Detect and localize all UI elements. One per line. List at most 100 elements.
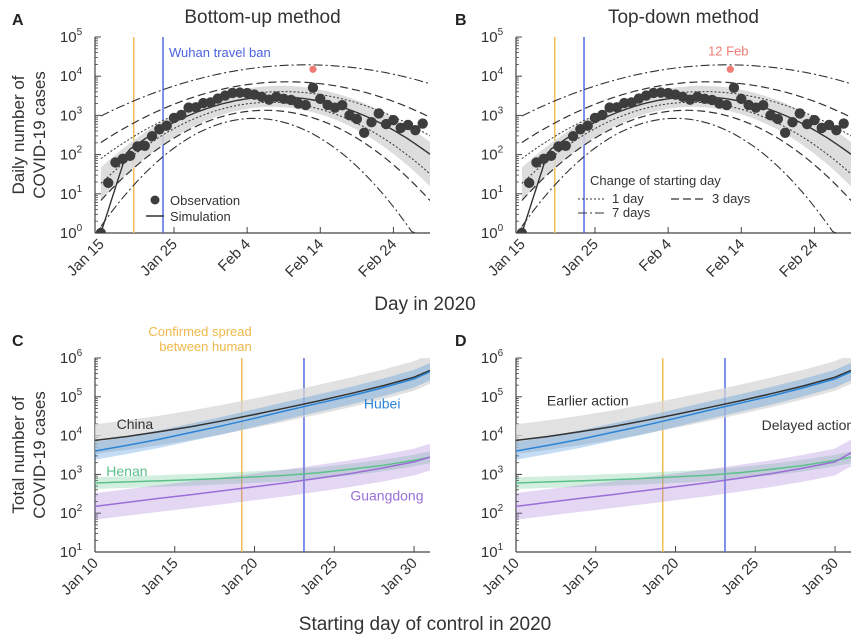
observation-point <box>315 93 326 105</box>
observation-point <box>351 113 363 125</box>
panel-letter: A <box>12 12 24 29</box>
observation-point <box>779 127 791 138</box>
y-tick-label: 105 <box>60 27 83 46</box>
x-tick-label: Jan 15 <box>559 555 603 599</box>
observation-point <box>736 93 747 105</box>
observation-point <box>721 99 732 111</box>
series-line-henan <box>516 456 851 484</box>
x-tick-label: Jan 20 <box>217 555 261 599</box>
series-label-henan: Henan <box>106 463 147 479</box>
band-guangdong <box>95 443 430 520</box>
observation-point <box>648 87 659 99</box>
y-tick-label: 105 <box>60 387 83 406</box>
observation-point <box>604 102 615 113</box>
change-7-days-line <box>521 64 851 117</box>
y-tick-label: 101 <box>60 184 83 203</box>
y-tick-label: 103 <box>60 105 83 124</box>
change-3-days-line <box>521 81 851 143</box>
x-tick-label: Feb 14 <box>282 236 327 281</box>
observation-point <box>758 100 769 111</box>
observation-point <box>161 120 172 131</box>
change-1-day-line <box>100 91 430 159</box>
change-7-days-line <box>100 117 430 233</box>
y-tick-label: 101 <box>481 542 504 561</box>
y-tick-label: 102 <box>60 145 83 164</box>
observation-point <box>809 114 820 126</box>
band-china <box>95 358 430 454</box>
observation-point <box>567 131 579 142</box>
observation-point <box>139 140 150 151</box>
x-tick-label: Feb 4 <box>636 236 675 275</box>
series-line-guangdong <box>95 456 430 508</box>
panel-a: A Bottom-up method Daily number of COVID-19… <box>9 7 430 281</box>
observation-point <box>95 227 107 233</box>
change-3-days-line <box>100 81 430 143</box>
y-tick-label: 102 <box>60 503 83 522</box>
y-tick-label: 103 <box>60 464 83 483</box>
vline-label: Confirmed spread <box>148 324 251 339</box>
observation-point <box>227 87 238 99</box>
y-axis-label: Total number of <box>9 396 28 513</box>
observation-point <box>102 177 114 189</box>
observation-point <box>358 127 370 138</box>
series-label-china: China <box>117 416 154 432</box>
change-3-days-line <box>100 109 430 201</box>
legend-marker-observation <box>150 195 160 205</box>
x-tick-label: Jan 25 <box>558 236 602 280</box>
observation-point <box>388 114 399 126</box>
y-tick-label: 103 <box>481 464 504 483</box>
x-tick-label: Jan 15 <box>138 555 182 599</box>
x-tick-label: Jan 10 <box>479 555 523 599</box>
x-tick-label: Feb 24 <box>776 236 821 281</box>
change-7-days-line <box>100 64 430 117</box>
x-tick-label: Jan 15 <box>64 236 108 280</box>
observation-point <box>582 120 593 131</box>
legend-label: Simulation <box>170 209 231 224</box>
legend-label: 3 days <box>712 191 751 206</box>
panel-title: Top-down method <box>608 7 759 28</box>
y-tick-label: 105 <box>481 27 504 46</box>
vline-label: Wuhan travel ban <box>169 45 271 60</box>
x-tick-label: Feb 14 <box>703 236 748 281</box>
highlight-point <box>309 65 317 73</box>
x-tick-label: Jan 15 <box>485 236 529 280</box>
vline-label: between human <box>159 339 252 354</box>
series-line-hubei <box>95 371 430 452</box>
annotation-delayed-action: Delayed action <box>762 417 851 433</box>
y-axis-label: Daily number of <box>9 75 28 194</box>
change-3-days-line <box>521 109 851 201</box>
observation-point <box>772 113 784 125</box>
panel-c: C Total number of COVID-19 cases 101 102 103 1… <box>9 324 430 599</box>
observation-point <box>410 124 421 136</box>
band-guangdong <box>516 439 851 520</box>
legend-title: Change of starting day <box>590 173 721 188</box>
observation-point <box>560 140 571 151</box>
panel-letter: C <box>12 333 24 350</box>
plot-area <box>95 37 430 233</box>
y-tick-label: 104 <box>60 426 83 445</box>
panel-letter: B <box>455 12 467 29</box>
y-tick-label: 101 <box>60 542 83 561</box>
legend-label: 7 days <box>612 205 651 220</box>
annotation-earlier-action: Earlier action <box>547 392 629 408</box>
plot-area <box>516 358 851 552</box>
series-line-hubei <box>516 371 851 452</box>
x-tick-label: Jan 30 <box>798 555 842 599</box>
observation-point <box>176 109 187 121</box>
y-axis-label: COVID-19 cases <box>30 71 49 199</box>
highlight-label: 12 Feb <box>708 43 748 58</box>
panel-title: Bottom-up method <box>184 7 340 28</box>
observation-point <box>124 150 136 162</box>
observation-point <box>823 119 835 131</box>
y-axis-label: COVID-19 cases <box>30 391 49 519</box>
observation-point <box>337 100 348 111</box>
legend-label: 1 day <box>612 191 644 206</box>
x-tick-label: Jan 30 <box>377 555 421 599</box>
legend-label: Observation <box>170 193 240 208</box>
observation-point <box>307 82 319 93</box>
plot-area <box>95 358 430 552</box>
observation-point <box>728 82 740 93</box>
change-1-day-line <box>521 91 851 159</box>
y-tick-label: 101 <box>481 184 504 203</box>
